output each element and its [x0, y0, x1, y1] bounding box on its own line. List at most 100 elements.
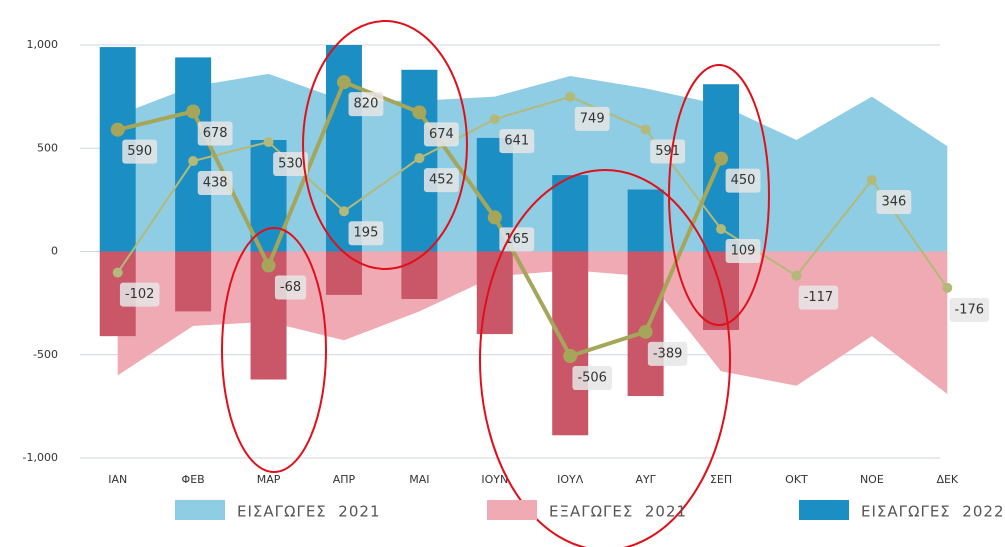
- x-tick-label: ΙΟΥΝ: [481, 473, 508, 486]
- x-tick-label: ΙΟΥΛ: [557, 473, 584, 486]
- area: [117, 73, 948, 252]
- point: [565, 91, 576, 102]
- point: [942, 282, 953, 293]
- data-label: 591: [655, 144, 680, 159]
- x-tick-label: ΟΚΤ: [785, 473, 808, 486]
- y-tick-label: 1,000: [27, 38, 59, 51]
- point: [791, 270, 802, 281]
- data-label-box: [348, 92, 384, 117]
- data-label: 438: [203, 176, 228, 191]
- x-tick-label: ΜΑΙ: [409, 473, 429, 486]
- data-label: -102: [125, 287, 155, 302]
- legend-swatch: [799, 500, 849, 520]
- data-label-box: [574, 106, 610, 131]
- data-label: 674: [429, 127, 454, 142]
- point: [638, 324, 653, 339]
- legend-label: ΕΙΣΑΓΩΓΕΣ 2021: [237, 503, 380, 521]
- x-tick-label: ΑΥΓ: [635, 473, 656, 486]
- data-label-box: [499, 227, 535, 252]
- point: [487, 210, 502, 225]
- x-tick-label: ΦΕΒ: [182, 473, 205, 486]
- data-label-box: [876, 190, 912, 215]
- x-tick-label: ΙΑΝ: [108, 473, 127, 486]
- data-label: 346: [881, 195, 906, 210]
- x-tick-label: ΑΠΡ: [333, 473, 356, 486]
- data-label: 590: [127, 144, 152, 159]
- data-label: -176: [955, 302, 985, 317]
- data-label-box: [274, 275, 307, 300]
- annotations: [221, 20, 770, 547]
- point: [336, 75, 351, 90]
- data-label-box: [499, 129, 535, 154]
- point: [414, 153, 425, 164]
- point: [338, 206, 349, 217]
- data-label: 641: [504, 134, 529, 149]
- data-label: 678: [203, 126, 228, 141]
- data-label-box: [423, 122, 459, 147]
- point: [563, 348, 578, 363]
- data-label-box: [647, 341, 688, 366]
- bar: [703, 84, 740, 252]
- legend-label: ΕΞΑΓΩΓΕΣ 2021: [549, 503, 687, 521]
- data-label-box: [725, 238, 761, 263]
- point: [263, 137, 274, 148]
- legend: ΕΙΣΑΓΩΓΕΣ 2021 ΕΞΑΓΩΓΕΣ 2021 ΕΙΣΑΓΩΓΕΣ 202…: [175, 500, 1004, 521]
- data-label: 195: [354, 226, 379, 241]
- point: [716, 223, 727, 234]
- data-label: 452: [429, 173, 454, 188]
- y-tick-label: 500: [37, 141, 58, 154]
- data-label-box: [197, 121, 233, 146]
- data-label-box: [949, 297, 990, 322]
- y-tick-label: 0: [51, 245, 58, 258]
- data-label-box: [725, 168, 761, 193]
- point: [412, 105, 427, 120]
- data-label: -68: [280, 280, 301, 295]
- data-label-box: [197, 171, 233, 196]
- data-label: -506: [577, 370, 607, 385]
- point: [714, 151, 729, 166]
- y-tick-label: -500: [33, 348, 58, 361]
- bar: [627, 189, 664, 252]
- data-label-box: [273, 152, 308, 177]
- data-label: -389: [653, 346, 683, 361]
- data-label: 749: [580, 111, 605, 126]
- highlight-circle: [302, 20, 468, 270]
- data-label-box: [122, 139, 158, 164]
- data-label: 820: [354, 97, 379, 112]
- bar: [175, 57, 212, 252]
- bar: [627, 251, 664, 397]
- area: [117, 251, 948, 394]
- legend-swatch: [175, 500, 225, 520]
- point: [186, 104, 201, 119]
- highlight-circle: [221, 227, 327, 473]
- plot-area: 1,000 500 0 -500 -1,000 ΙΑΝ ΦΕΒ ΜΑΡ ΑΠΡ ΜΑΙ ΙΟΥΝ ΙΟ…: [23, 38, 990, 486]
- legend-label: ΕΙΣΑΓΩΓΕΣ 2022: [861, 503, 1004, 521]
- data-label-box: [650, 139, 686, 164]
- bar: [250, 251, 287, 380]
- data-label: -117: [804, 290, 834, 305]
- data-label-box: [572, 365, 612, 390]
- y-tick-label: -1,000: [23, 451, 58, 464]
- data-label-box: [348, 221, 384, 246]
- bar: [175, 251, 212, 312]
- point: [188, 156, 199, 167]
- point: [489, 114, 500, 125]
- point: [112, 267, 123, 278]
- data-label-box: [798, 285, 839, 310]
- data-label: 450: [731, 173, 756, 188]
- point: [261, 258, 276, 273]
- x-tick-label: ΣΕΠ: [710, 473, 732, 486]
- x-tick-label: ΔΕΚ: [936, 473, 958, 486]
- data-label: 530: [278, 157, 303, 172]
- line: [116, 95, 949, 289]
- data-label-box: [119, 282, 160, 307]
- bar: [552, 175, 589, 252]
- bar: [552, 251, 589, 436]
- highlight-circle: [668, 64, 770, 326]
- data-label-box: [423, 168, 459, 193]
- point: [110, 122, 125, 137]
- point: [640, 124, 651, 135]
- highlight-circle: [479, 169, 731, 547]
- x-tick-label: ΜΑΡ: [257, 473, 281, 486]
